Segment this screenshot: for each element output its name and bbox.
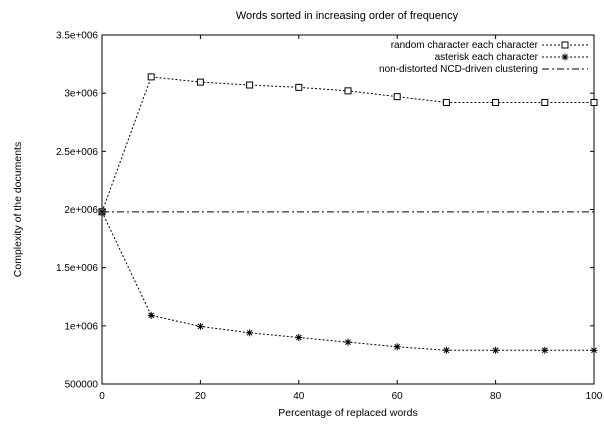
data-point-asterisk: [246, 329, 254, 337]
data-point-random-character: [295, 83, 303, 91]
data-point-random-character: [492, 98, 500, 106]
data-point-asterisk: [295, 333, 303, 341]
x-tick-label: 20: [195, 391, 207, 402]
data-point-random-character: [147, 73, 155, 81]
data-point-random-character: [246, 81, 254, 89]
data-point-asterisk: [492, 346, 500, 354]
data-point-asterisk: [344, 338, 352, 346]
x-axis-ticks: 0 20 40 60 80 100: [99, 35, 603, 402]
series-layer: [98, 73, 598, 354]
y-axis-label: Complexity of the documents: [12, 142, 24, 277]
x-tick-label: 60: [392, 391, 404, 402]
data-point-asterisk: [196, 322, 204, 330]
legend-label-non-distorted: non-distorted NCD-driven clustering: [379, 64, 538, 75]
data-point-asterisk: [541, 346, 549, 354]
legend-label-random-character: random character each character: [391, 40, 539, 51]
data-point-asterisk: [393, 343, 401, 351]
y-tick-label: 2.5e+006: [56, 147, 98, 158]
x-axis-label: Percentage of replaced words: [278, 407, 418, 419]
x-tick-label: 80: [490, 391, 502, 402]
data-point-random-character: [590, 98, 598, 106]
x-tick-label: 40: [293, 391, 305, 402]
chart-title: Words sorted in increasing order of freq…: [236, 10, 459, 22]
legend: random character each character asterisk…: [379, 40, 588, 75]
y-axis-ticks: 500000 1e+006 1.5e+006 2e+006 2.5e+006 3e+006…: [56, 31, 594, 391]
data-point-asterisk: [590, 346, 598, 354]
data-point-random-character: [196, 78, 204, 86]
data-point-asterisk: [147, 311, 155, 319]
y-tick-label: 1e+006: [64, 321, 98, 332]
y-tick-label: 1.5e+006: [56, 263, 98, 274]
y-tick-label: 3e+006: [64, 89, 98, 100]
legend-marker-asterisk: [561, 53, 569, 61]
legend-marker-random-character: [561, 41, 569, 49]
legend-label-asterisk: asterisk each character: [435, 52, 539, 63]
x-tick-label: 0: [99, 391, 105, 402]
data-point-random-character: [541, 98, 549, 106]
y-tick-label: 3.5e+006: [56, 31, 98, 42]
y-tick-label: 2e+006: [64, 205, 98, 216]
data-point-random-character: [344, 87, 352, 95]
y-tick-label: 500000: [65, 380, 99, 391]
series-line-random-character: [101, 76, 594, 213]
x-tick-label: 100: [586, 391, 603, 402]
data-point-asterisk: [442, 346, 450, 354]
series-line-asterisk: [101, 211, 594, 351]
data-point-random-character: [442, 98, 450, 106]
data-point-random-character: [393, 93, 401, 101]
